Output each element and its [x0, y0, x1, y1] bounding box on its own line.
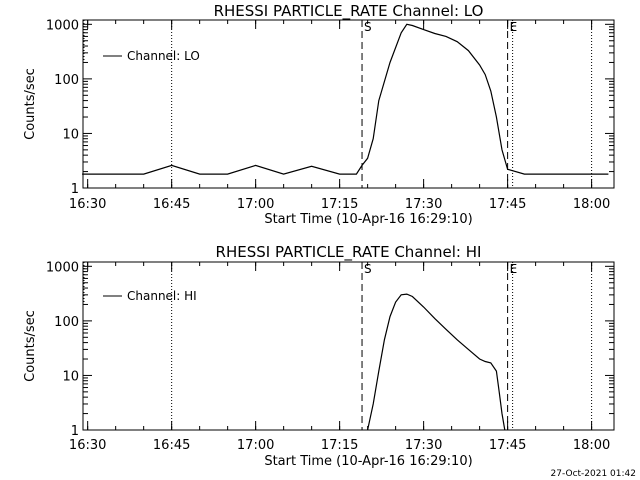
plot-frame	[82, 19, 615, 189]
y-tick-label: 10	[62, 369, 79, 384]
legend-label: Channel: LO	[127, 49, 200, 63]
chart-panel-1: RHESSI PARTICLE_RATE Channel: LO Counts/s…	[23, 2, 615, 227]
x-tick-label: 17:15	[321, 438, 358, 453]
x-tick-label: 17:45	[489, 438, 526, 453]
x-tick-label: 18:00	[573, 438, 610, 453]
x-tick-label: 17:15	[321, 197, 358, 212]
y-tick-label: 1	[71, 182, 79, 197]
marker-label-e: E	[510, 20, 518, 34]
y-tick-label: 1000	[46, 260, 79, 275]
series-line	[82, 23, 609, 175]
y-tick-label: 1	[71, 424, 79, 439]
x-tick-label: 16:45	[153, 197, 190, 212]
chart-title: RHESSI PARTICLE_RATE Channel: HI	[216, 243, 482, 262]
x-tick-label: 16:30	[69, 438, 106, 453]
plot-frame	[82, 261, 615, 431]
x-tick-label: 16:45	[153, 438, 190, 453]
x-axis-label: Start Time (10-Apr-16 16:29:10)	[264, 454, 472, 469]
x-tick-label: 17:45	[489, 197, 526, 212]
chart-panel-2: RHESSI PARTICLE_RATE Channel: HI Counts/s…	[23, 243, 615, 469]
legend-label: Channel: HI	[127, 289, 197, 303]
marker-label-s: S	[364, 20, 372, 34]
x-tick-label: 18:00	[573, 197, 610, 212]
y-tick-label: 1000	[46, 18, 79, 33]
x-tick-label: 17:30	[405, 438, 442, 453]
y-tick-label: 10	[62, 127, 79, 142]
marker-label-e: E	[510, 262, 518, 276]
x-tick-label: 17:30	[405, 197, 442, 212]
series-line	[367, 293, 506, 431]
y-tick-label: 100	[54, 315, 79, 330]
x-axis-label: Start Time (10-Apr-16 16:29:10)	[264, 212, 472, 227]
chart-title: RHESSI PARTICLE_RATE Channel: LO	[214, 2, 484, 21]
y-tick-label: 100	[54, 73, 79, 88]
x-tick-label: 17:00	[237, 197, 274, 212]
timestamp: 27-Oct-2021 01:42	[551, 469, 636, 479]
y-axis-label: Counts/sec	[23, 310, 38, 382]
y-axis-label: Counts/sec	[23, 68, 38, 140]
x-tick-label: 17:00	[237, 438, 274, 453]
marker-label-s: S	[364, 262, 372, 276]
x-tick-label: 16:30	[69, 197, 106, 212]
